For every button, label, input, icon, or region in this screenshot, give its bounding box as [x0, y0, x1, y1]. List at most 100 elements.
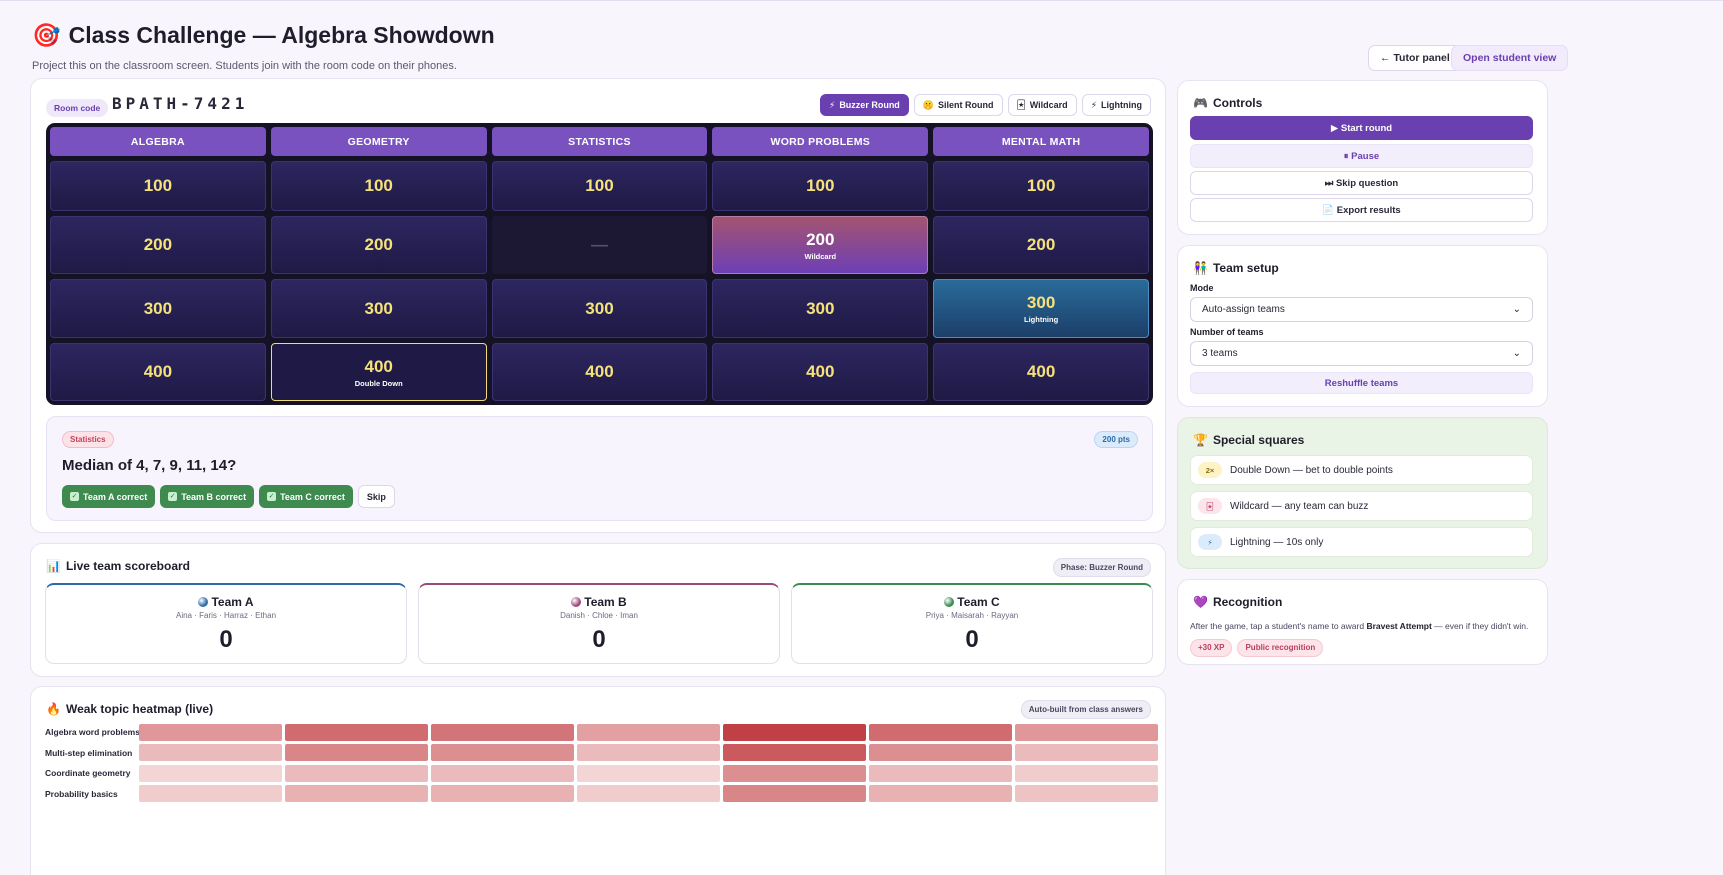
- tile-value: 100: [1026, 176, 1056, 195]
- controls-title: 🎮 Controls: [1193, 96, 1262, 110]
- team-correct-button[interactable]: ✓ Team A correct: [62, 485, 156, 508]
- team-name: Team B: [419, 595, 779, 609]
- target-icon: 🎯: [32, 22, 61, 48]
- special-square-item: 2× Double Down — bet to double points: [1190, 455, 1533, 485]
- team-score: 0: [965, 626, 979, 653]
- board-tile[interactable]: 300: [270, 279, 487, 338]
- special-square-label: Lightning — 10s only: [1230, 536, 1324, 548]
- recognition-pill: Public recognition: [1237, 639, 1324, 657]
- heatmap-cell: [869, 764, 1012, 782]
- tile-value: 300: [806, 298, 835, 318]
- tile-value: 100: [364, 176, 393, 195]
- bar-chart-icon: 📊: [46, 559, 61, 573]
- tutor-panel-button[interactable]: ← Tutor panel: [1368, 45, 1462, 71]
- question-text: Median of 4, 7, 9, 11, 14?: [62, 457, 237, 474]
- heatmap-cell: [723, 744, 866, 761]
- team-color-dot-icon: [198, 597, 209, 607]
- export-results-button[interactable]: 📄 Export results: [1190, 198, 1533, 222]
- heatmap-title: 🔥 Weak topic heatmap (live): [46, 702, 213, 716]
- pause-button[interactable]: ⏸ Pause: [1190, 144, 1533, 168]
- team-count-select[interactable]: 3 teams ⌄: [1190, 341, 1533, 366]
- round-mode-tabs: ⚡ Buzzer Round 🤫 Silent Round 🃏 Wildcard ⚡ Ligh…: [819, 94, 1151, 116]
- page-title: 🎯 Class Challenge — Algebra Showdown: [32, 22, 495, 49]
- heatmap-cell: [1015, 764, 1158, 782]
- team-count-label: Number of teams: [1190, 327, 1264, 337]
- tile-tag: Double Down: [354, 378, 403, 388]
- board-tile[interactable]: 100: [491, 161, 708, 211]
- game-board-card: Room code BPATH-7421 ⚡ Buzzer Round 🤫 Silen…: [30, 78, 1166, 533]
- tile-value: 300: [1026, 293, 1056, 312]
- mode-select[interactable]: Auto-assign teams ⌄: [1190, 297, 1533, 322]
- heatmap-cell: [1015, 785, 1158, 802]
- team-name: Team A: [46, 595, 406, 609]
- heatmap-cell: [285, 723, 428, 741]
- recognition-card: 💜 Recognition After the game, tap a stud…: [1177, 579, 1548, 665]
- mode-label: Wildcard: [1029, 100, 1068, 110]
- board-tile[interactable]: 400: [491, 343, 708, 401]
- board-tile[interactable]: 200 Wildcard: [712, 216, 929, 274]
- board-tile[interactable]: 300 Lightning: [933, 279, 1149, 338]
- heatmap-cell: [139, 764, 282, 782]
- chevron-down-icon: ⌄: [1512, 304, 1521, 315]
- heatmap-cell: [285, 764, 428, 782]
- top-border: [0, 0, 1723, 3]
- mode-label: Lightning: [1101, 100, 1142, 110]
- board-tile[interactable]: 400: [933, 343, 1149, 401]
- mode-tab-lightning[interactable]: ⚡ Lightning: [1081, 94, 1151, 116]
- heatmap-cell: [431, 764, 574, 782]
- controls-title-text: Controls: [1212, 96, 1263, 110]
- team-card: Team A Aina · Faris · Harraz · Ethan 0: [45, 583, 407, 664]
- heatmap-cells: [139, 723, 1158, 741]
- board-tile[interactable]: 300: [712, 279, 929, 338]
- recognition-title-text: Recognition: [1212, 595, 1283, 609]
- heatmap-cell: [1015, 723, 1158, 741]
- heatmap-title-text: Weak topic heatmap (live): [65, 702, 214, 716]
- start-round-button[interactable]: ▶ Start round: [1190, 116, 1533, 140]
- board-tile[interactable]: 200: [50, 216, 266, 274]
- board-tile[interactable]: 400 Double Down: [270, 343, 487, 401]
- tile-value: 400: [364, 356, 393, 376]
- heatmap-cell: [577, 744, 720, 761]
- purple-heart-icon: 💜: [1193, 595, 1208, 609]
- board-tile[interactable]: 100: [933, 161, 1149, 211]
- mode-label: Mode: [1190, 283, 1214, 293]
- heatmap-cell: [723, 723, 866, 741]
- reshuffle-teams-button[interactable]: Reshuffle teams: [1190, 372, 1533, 394]
- board-tile[interactable]: 200: [270, 216, 487, 274]
- heatmap-row-label: Coordinate geometry: [45, 768, 131, 778]
- board-tile[interactable]: 100: [270, 161, 487, 211]
- team-correct-label: Team B correct: [181, 491, 247, 502]
- board-tile[interactable]: 200: [933, 216, 1149, 274]
- tile-value: 400: [143, 362, 173, 381]
- skip-question-button[interactable]: ⏭ Skip question: [1190, 171, 1533, 195]
- tile-value: 100: [585, 176, 614, 195]
- open-student-view-button[interactable]: Open student view: [1451, 45, 1569, 71]
- question-actions: ✓ Team A correct ✓ Team B correct ✓ Team C co…: [62, 485, 395, 508]
- mode-tab-silent-round[interactable]: 🤫 Silent Round: [913, 94, 1003, 116]
- scoreboard-card: 📊 Live team scoreboard Phase: Buzzer Rou…: [30, 543, 1166, 677]
- mode-tab-buzzer-round[interactable]: ⚡ Buzzer Round: [819, 94, 909, 116]
- category-header: STATISTICS: [491, 127, 708, 156]
- team-score: 0: [219, 626, 233, 653]
- skip-button[interactable]: Skip: [357, 485, 395, 508]
- checkbox-icon: ✓: [70, 492, 79, 501]
- heatmap-cell: [139, 744, 282, 761]
- board-tile[interactable]: 300: [50, 279, 266, 338]
- mode-select-value: Auto-assign teams: [1202, 304, 1285, 315]
- mode-icon: ⚡: [1090, 100, 1098, 110]
- heatmap-cell: [1015, 744, 1158, 761]
- board-tile[interactable]: 400: [50, 343, 266, 401]
- team-correct-button[interactable]: ✓ Team C correct: [259, 485, 353, 508]
- scoreboard-title-text: Live team scoreboard: [65, 559, 191, 573]
- special-square-label: Wildcard — any team can buzz: [1230, 500, 1369, 512]
- mode-tab-wildcard[interactable]: 🃏 Wildcard: [1007, 94, 1077, 116]
- board-tile[interactable]: 400: [712, 343, 929, 401]
- board-tile[interactable]: 100: [50, 161, 266, 211]
- board-tile[interactable]: 300: [491, 279, 708, 338]
- special-squares-title: 🏆 Special squares: [1193, 433, 1304, 447]
- heatmap-row-label: Probability basics: [45, 788, 118, 799]
- board-tile[interactable]: 100: [712, 161, 929, 211]
- team-correct-button[interactable]: ✓ Team B correct: [160, 485, 255, 508]
- category-header: MENTAL MATH: [933, 127, 1149, 156]
- heatmap-cell: [869, 785, 1012, 802]
